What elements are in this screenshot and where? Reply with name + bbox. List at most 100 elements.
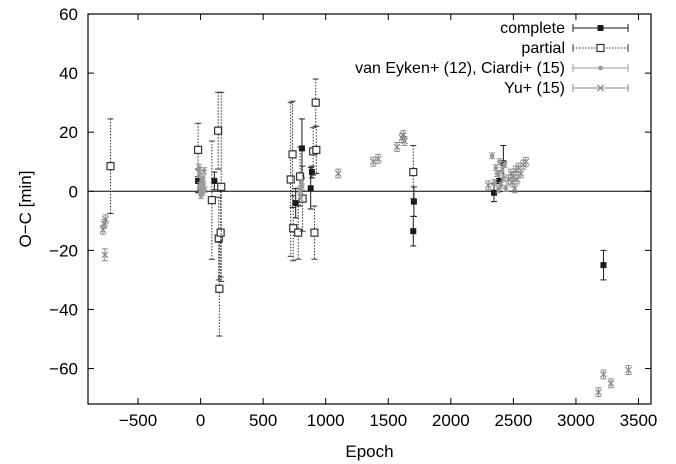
point-marker [607,379,615,387]
point-marker [286,175,295,184]
point-marker [625,366,632,374]
data-point-partial-9 [288,100,297,209]
legend-marker [597,84,604,92]
data-point-partial-0 [106,118,115,214]
point-marker [495,177,502,184]
point-marker [289,224,298,233]
y-tick-label: 20 [59,123,78,142]
plot-area [88,78,651,398]
point-marker [298,145,305,152]
data-point-yu-15-9 [399,130,407,141]
data-point-van-eyken-12-ciardi-15-24 [500,174,507,182]
x-tick-label: 0 [196,411,205,430]
x-tick-label: 3500 [620,411,658,430]
y-tick-label: 60 [59,5,78,24]
data-point-yu-15-3 [101,248,109,262]
data-point-partial-10 [289,195,298,262]
data-point-partial-2 [207,140,216,260]
legend: complete partial van Eyken+ (12), Ciardi+ … [355,20,629,97]
point-marker [594,388,602,396]
data-point-yu-15-19 [514,162,522,173]
data-point-van-eyken-12-ciardi-15-15 [298,183,305,191]
data-point-van-eyken-12-ciardi-15-19 [494,170,501,177]
point-marker [493,165,499,171]
x-tick-label: 3000 [557,411,595,430]
legend-marker [596,43,605,53]
data-point-yu-15-10 [401,136,408,146]
legend-item-yu-15: Yu+ (15) [504,80,629,97]
y-tick-label: −20 [49,241,78,260]
x-tick-label: 1500 [369,411,407,430]
data-point-yu-15-4 [334,168,342,179]
point-marker [334,170,342,178]
data-point-partial-16 [311,78,320,127]
data-point-van-eyken-12-ciardi-15-25 [501,161,508,169]
data-point-partial-5 [215,241,224,337]
x-tick-label: 2000 [432,411,470,430]
data-point-yu-15-5 [369,156,377,167]
point-marker [500,175,506,181]
point-marker [102,215,109,223]
legend-label: van Eyken+ (12), Ciardi+ (15) [355,60,565,77]
data-point-van-eyken-12-ciardi-15-13 [297,193,304,201]
data-point-partial-7 [217,91,226,282]
point-marker [288,150,297,159]
point-marker [101,251,109,259]
point-marker [409,167,418,177]
data-point-yu-15-0 [99,224,107,235]
data-point-yu-15-11 [484,180,492,191]
data-point-complete-2 [292,187,299,219]
data-point-van-eyken-12-ciardi-15-11 [201,186,208,194]
point-marker [508,178,516,186]
point-marker [299,184,305,190]
data-point-partial-8 [286,102,295,257]
data-point-van-eyken-12-ciardi-15-17 [491,178,498,186]
data-point-yu-15-7 [393,142,401,152]
data-point-complete-7 [410,186,417,217]
data-point-partial-6 [216,187,225,278]
point-marker [216,228,225,237]
legend-item-complete: complete [500,20,629,37]
point-marker [307,185,314,192]
point-marker [311,98,320,107]
point-marker [295,172,305,181]
point-marker [193,145,203,155]
x-tick-label: 2500 [494,411,532,430]
point-marker [207,196,216,205]
data-point-partial-15 [310,205,319,260]
point-marker [600,262,607,269]
legend-label: complete [500,20,565,37]
point-marker [298,194,304,200]
y-axis-title: O−C [min] [16,171,35,248]
point-marker [399,131,407,139]
point-marker [599,370,607,378]
point-marker [410,198,417,205]
data-point-complete-1 [211,171,218,191]
point-marker [511,184,519,192]
x-tick-label: 500 [249,411,277,430]
data-point-van-eyken-12-ciardi-15-16 [489,152,496,160]
point-marker [514,164,522,172]
data-point-yu-15-26 [625,365,632,375]
x-axis-title: Epoch [345,442,393,461]
point-marker [492,180,498,185]
data-point-partial-18 [409,144,418,200]
point-marker [214,126,223,135]
data-point-complete-11 [600,249,607,281]
point-marker [202,187,208,193]
point-marker [369,158,377,166]
legend-label: partial [521,40,565,57]
point-marker [312,145,321,155]
data-point-van-eyken-12-ciardi-15-26 [502,184,509,192]
y-tick-label: 40 [59,64,78,83]
data-point-van-eyken-12-ciardi-15-18 [492,164,499,172]
point-marker [211,177,218,184]
point-marker [484,181,492,189]
point-marker [502,162,508,168]
y-tick-label: −40 [49,300,78,319]
data-point-van-eyken-12-ciardi-15-21 [496,158,503,166]
data-point-yu-15-25 [607,378,615,389]
point-marker [494,171,500,176]
legend-marker [597,25,604,31]
